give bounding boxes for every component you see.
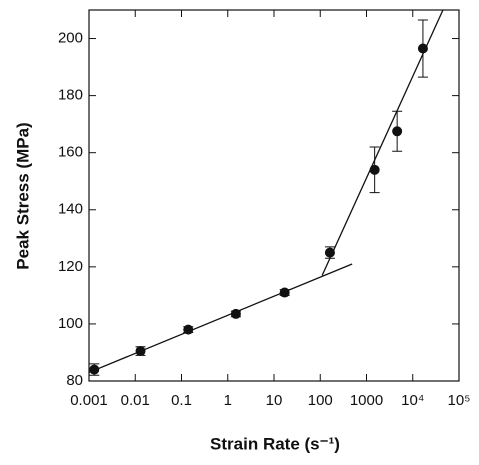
y-tick-label: 80 <box>66 372 83 389</box>
fit-line <box>88 263 353 374</box>
x-tick-label: 0.1 <box>171 392 192 409</box>
data-point <box>230 308 241 319</box>
data-point <box>89 364 100 375</box>
data-point <box>369 164 380 175</box>
data-point <box>279 287 290 298</box>
data-point <box>183 324 194 335</box>
x-tick-label: 10 <box>266 392 283 409</box>
y-tick-label: 180 <box>58 87 83 104</box>
y-axis-title: Peak Stress (MPa) <box>13 122 32 269</box>
y-tick-label: 140 <box>58 201 83 218</box>
x-tick-label: 0.01 <box>121 392 150 409</box>
data-point <box>135 346 146 357</box>
y-tick-label: 160 <box>58 144 83 161</box>
x-tick-label: 1000 <box>350 392 383 409</box>
x-tick-label: 0.001 <box>70 392 108 409</box>
y-tick-label: 200 <box>58 30 83 47</box>
data-point <box>324 247 335 258</box>
x-tick-label: 10⁴ <box>401 392 424 409</box>
y-tick-label: 100 <box>58 315 83 332</box>
x-axis-title: Strain Rate (s⁻¹) <box>210 434 340 453</box>
data-point <box>417 43 428 54</box>
x-tick-label: 10⁵ <box>448 392 471 409</box>
data-point <box>392 126 403 137</box>
plot-frame <box>88 9 460 382</box>
y-tick-label: 120 <box>58 258 83 275</box>
x-tick-label: 1 <box>224 392 232 409</box>
x-tick-label: 100 <box>308 392 333 409</box>
